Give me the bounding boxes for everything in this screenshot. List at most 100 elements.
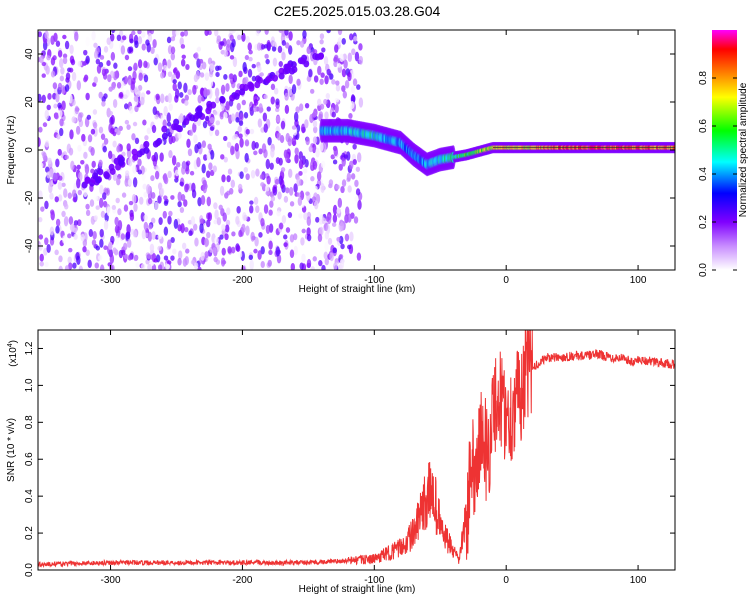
noise-cell [347, 71, 352, 82]
noise-cell [39, 162, 44, 168]
noise-cell [315, 216, 320, 223]
noise-cell [245, 35, 250, 44]
noise-cell [263, 94, 268, 100]
noise-cell [106, 206, 112, 217]
noise-cell [291, 84, 297, 95]
noise-cell [262, 112, 268, 122]
noise-cell [123, 75, 128, 85]
spectrogram-heatmap [38, 30, 675, 270]
noise-cell [73, 233, 78, 240]
noise-cell [216, 217, 222, 226]
drift-cell [132, 153, 139, 161]
noise-cell [293, 245, 298, 256]
noise-cell [348, 112, 353, 119]
noise-cell [259, 174, 265, 180]
noise-cell [85, 36, 90, 47]
noise-cell [126, 124, 131, 130]
noise-cell [38, 137, 41, 148]
spectrogram-xlabel: Height of straight line (km) [299, 284, 416, 295]
noise-cell [355, 166, 361, 172]
noise-cell [143, 74, 149, 83]
drift-cell [242, 84, 249, 92]
noise-cell [227, 246, 232, 254]
noise-cell [306, 227, 311, 237]
noise-cell [80, 159, 85, 165]
noise-cell [354, 51, 360, 62]
noise-cell [294, 154, 299, 164]
noise-cell [356, 84, 361, 90]
noise-cell [194, 143, 199, 154]
noise-cell [59, 118, 64, 127]
noise-cell [296, 192, 301, 198]
noise-cell [280, 120, 286, 130]
noise-cell [159, 187, 165, 196]
noise-cell [250, 231, 255, 242]
noise-cell [332, 247, 337, 254]
noise-cell [247, 68, 253, 78]
spectrogram-ytick-label: 20 [24, 96, 35, 108]
noise-cell [214, 30, 219, 37]
noise-cell [127, 178, 133, 186]
noise-cell [166, 59, 172, 69]
noise-cell [131, 30, 136, 36]
noise-cell [98, 126, 104, 134]
noise-cell [92, 109, 98, 115]
noise-cell [129, 212, 135, 222]
noise-cell [49, 209, 55, 215]
noise-cell [213, 219, 218, 225]
noise-cell [353, 216, 359, 224]
noise-cell [123, 94, 128, 100]
noise-cell [229, 34, 234, 42]
noise-cell [62, 235, 67, 244]
noise-cell [166, 36, 172, 44]
noise-cell [270, 83, 276, 91]
noise-cell [306, 258, 312, 268]
noise-cell [296, 40, 301, 46]
noise-cell [127, 254, 133, 261]
noise-cell [215, 105, 220, 112]
noise-cell [55, 92, 60, 103]
noise-cell [298, 159, 304, 170]
noise-cell [107, 74, 112, 83]
noise-cell [244, 152, 249, 163]
noise-cell [331, 111, 336, 118]
drift-cell [254, 81, 261, 89]
noise-cell [154, 170, 160, 180]
noise-cell [337, 30, 343, 36]
noise-cell [44, 237, 49, 246]
noise-cell [310, 266, 315, 270]
noise-cell [260, 44, 266, 50]
noise-cell [253, 117, 259, 125]
noise-cell [168, 103, 173, 111]
snr-xtick-label: -300 [101, 575, 121, 586]
noise-cell [172, 248, 177, 255]
noise-cell [59, 75, 65, 82]
noise-cell [334, 104, 339, 114]
noise-cell [350, 86, 356, 94]
drift-cell [206, 100, 213, 108]
noise-cell [157, 264, 163, 270]
noise-cell [184, 226, 189, 233]
noise-cell [266, 106, 271, 112]
noise-cell [102, 192, 107, 200]
noise-cell [91, 30, 96, 41]
noise-cell [238, 54, 244, 62]
noise-cell [76, 80, 82, 91]
noise-cell [230, 179, 236, 189]
noise-cell [296, 78, 301, 86]
noise-cell [85, 55, 90, 64]
drift-cell [108, 163, 115, 171]
noise-cell [74, 105, 79, 115]
noise-cell [90, 147, 95, 156]
noise-cell [151, 124, 157, 134]
noise-cell [59, 127, 64, 137]
noise-cell [102, 200, 108, 208]
noise-cell [351, 48, 356, 56]
noise-cell [313, 200, 319, 210]
noise-cell [284, 42, 290, 49]
noise-cell [71, 99, 76, 106]
noise-cell [120, 45, 126, 55]
noise-cell [321, 217, 327, 225]
noise-cell [230, 113, 236, 122]
noise-cell [154, 201, 159, 210]
